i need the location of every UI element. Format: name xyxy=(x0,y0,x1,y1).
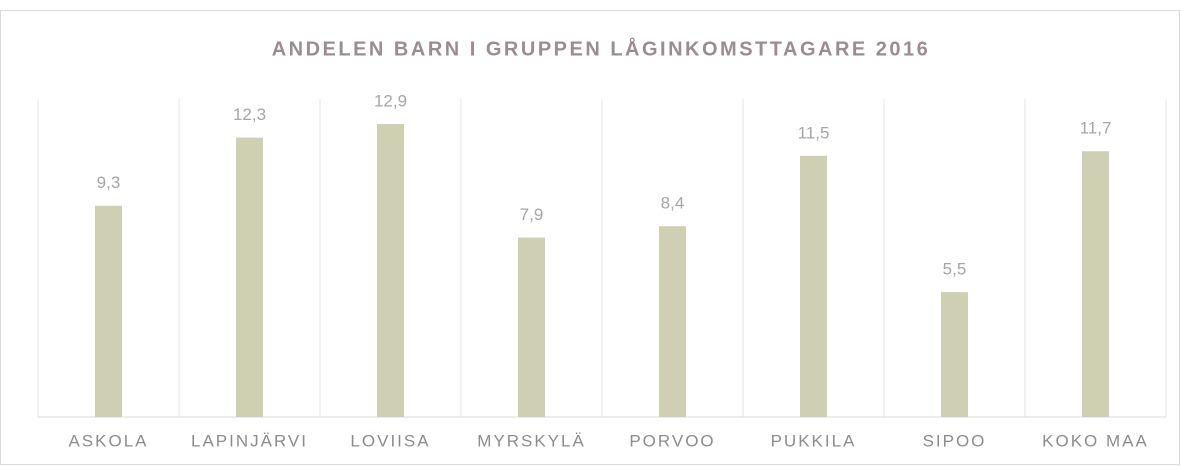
bar xyxy=(659,226,686,417)
x-tick-label: PUKKILA xyxy=(771,431,857,450)
value-label: 12,3 xyxy=(233,105,266,124)
bar xyxy=(236,137,263,417)
bar xyxy=(1082,151,1109,417)
x-tick-label: ASKOLA xyxy=(68,431,148,450)
chart-border xyxy=(0,10,1180,465)
x-tick-label: PORVOO xyxy=(629,431,715,450)
value-label: 7,9 xyxy=(520,205,544,224)
bar xyxy=(377,123,404,417)
value-label: 9,3 xyxy=(97,173,121,192)
value-label: 11,5 xyxy=(798,123,830,142)
x-tick-label: LOVIISA xyxy=(350,431,430,450)
x-tick-label: KOKO MAA xyxy=(1042,431,1149,450)
bar xyxy=(800,155,827,418)
value-label: 8,4 xyxy=(661,194,685,213)
value-label: 5,5 xyxy=(943,260,967,279)
bar xyxy=(941,292,968,417)
chart-title: ANDELEN BARN I GRUPPEN LÅGINKOMSTTAGARE … xyxy=(272,36,931,60)
x-tick-label: SIPOO xyxy=(923,431,987,450)
bar xyxy=(518,237,545,417)
x-tick-label: LAPINJÄRVI xyxy=(191,431,308,450)
x-tick-label: MYRSKYLÄ xyxy=(477,431,586,450)
value-label: 11,7 xyxy=(1080,119,1112,138)
value-label: 12,9 xyxy=(374,91,407,110)
bar xyxy=(95,205,122,417)
